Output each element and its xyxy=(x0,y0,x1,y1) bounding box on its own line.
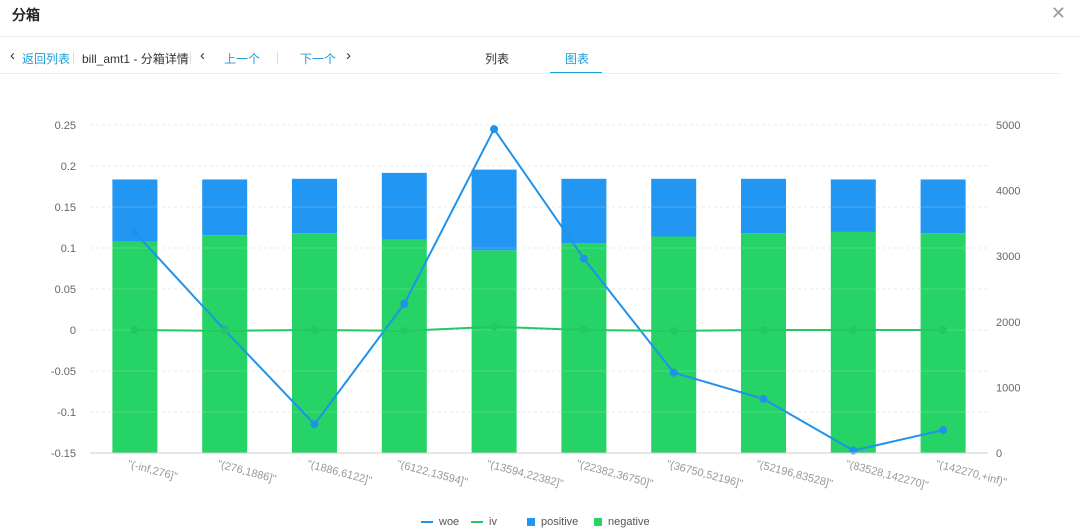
legend-item-iv[interactable]: iv xyxy=(471,516,497,528)
legend-item-positive[interactable]: positive xyxy=(527,516,578,528)
legend-item-negative[interactable]: negative xyxy=(594,516,650,528)
point-woe xyxy=(759,394,768,403)
bar-positive xyxy=(920,179,966,234)
legend-swatch xyxy=(527,518,535,526)
bar-positive xyxy=(651,178,697,237)
bar-negative xyxy=(471,250,517,453)
point-iv xyxy=(939,326,948,334)
x-tick-label: "(1886,6122]" xyxy=(306,458,373,487)
point-woe xyxy=(579,254,588,263)
prev-button[interactable]: 上一个 xyxy=(224,52,261,66)
point-iv xyxy=(310,326,319,334)
legend-swatch xyxy=(594,518,602,526)
point-iv xyxy=(759,326,768,334)
close-icon[interactable]: ✕ xyxy=(1050,3,1066,23)
y-right-tick-label: 0 xyxy=(996,448,1002,460)
bar-positive xyxy=(561,178,607,244)
bar-negative xyxy=(292,233,337,453)
point-woe xyxy=(490,125,499,134)
point-iv xyxy=(130,326,139,334)
tab-chart[interactable]: 图表 xyxy=(565,52,590,66)
next-button[interactable]: 下一个 xyxy=(300,52,337,66)
y-left-tick-label: -0.15 xyxy=(51,448,76,460)
bar-negative xyxy=(112,241,158,453)
y-right-tick-label: 4000 xyxy=(996,186,1020,198)
y-right-tick-label: 2000 xyxy=(996,317,1020,329)
y-left-tick-label: 0.2 xyxy=(61,161,76,173)
point-woe xyxy=(310,420,319,429)
bar-positive xyxy=(381,172,427,240)
legend-item-woe[interactable]: woe xyxy=(421,516,459,528)
bar-positive xyxy=(741,178,786,234)
legend-swatch xyxy=(471,521,483,523)
legend-label: positive xyxy=(541,516,579,528)
legend-swatch xyxy=(421,521,433,523)
bar-positive xyxy=(292,178,337,234)
bar-negative xyxy=(741,233,786,453)
bar-positive xyxy=(471,169,517,251)
dialog-title: 分箱 xyxy=(12,7,40,23)
next-chevron-icon[interactable]: › xyxy=(346,47,351,64)
point-iv xyxy=(490,322,499,331)
bar-negative xyxy=(202,235,248,453)
bar-negative xyxy=(651,236,697,453)
divider xyxy=(73,52,74,64)
y-left-tick-label: 0.25 xyxy=(55,120,76,132)
point-woe xyxy=(130,228,139,237)
toolbar-divider xyxy=(0,73,1060,74)
x-tick-label: "(276,1886]" xyxy=(216,458,278,485)
y-right-tick-label: 5000 xyxy=(996,120,1020,132)
bar-negative xyxy=(920,233,966,453)
x-tick-label: "(13594,22382]" xyxy=(485,458,564,490)
legend-label: woe xyxy=(439,516,460,528)
divider xyxy=(277,52,278,64)
x-tick-label: "(36750,52196]" xyxy=(665,458,744,490)
point-iv xyxy=(220,326,229,335)
point-woe xyxy=(939,426,948,435)
legend-label: negative xyxy=(608,516,650,528)
divider xyxy=(190,52,191,64)
bar-positive xyxy=(202,179,248,236)
point-iv xyxy=(579,326,588,334)
point-woe xyxy=(400,299,409,308)
x-tick-label: "(52196,83528]" xyxy=(755,458,834,490)
x-tick-label: "(142270,+inf)" xyxy=(934,458,1008,488)
y-left-tick-label: -0.1 xyxy=(57,407,76,419)
line-iv xyxy=(134,325,944,332)
point-woe xyxy=(669,368,678,377)
prev-chevron-icon[interactable]: ‹ xyxy=(200,47,205,64)
toolbar: ‹ 返回列表 bill_amt1 - 分箱详情 ‹ 上一个 下一个 › 列表 图… xyxy=(0,44,1080,74)
chart-legend: woe iv positive negative xyxy=(0,516,1080,530)
y-left-tick-label: 0.15 xyxy=(55,202,76,214)
line-woe xyxy=(134,127,944,452)
bar-negative xyxy=(561,243,607,453)
y-left-tick-label: 0 xyxy=(70,325,76,337)
y-right-tick-label: 3000 xyxy=(996,251,1020,263)
dialog-header: 分箱 ✕ xyxy=(0,0,1080,37)
bar-negative xyxy=(830,231,876,453)
chart-area: 0.25 0.2 0.15 0.1 0.05 0 -0.05 -0.1 -0.15 5000 400… xyxy=(51,120,1021,492)
y-left-tick-label: 0.1 xyxy=(61,243,76,255)
bar-positive xyxy=(830,179,876,232)
back-chevron-icon[interactable]: ‹ xyxy=(10,47,15,64)
point-iv xyxy=(669,326,678,335)
tab-list[interactable]: 列表 xyxy=(485,52,510,66)
point-iv xyxy=(849,326,858,334)
x-tick-label: "(83528,142270]" xyxy=(845,458,930,492)
x-tick-label: "(22382,36750]" xyxy=(575,458,654,490)
y-left-tick-label: -0.05 xyxy=(51,366,76,378)
x-tick-label: "(6122,13594]" xyxy=(396,458,469,488)
legend-label: iv xyxy=(489,516,497,528)
y-right-tick-label: 1000 xyxy=(996,382,1020,394)
back-to-list-link[interactable]: 返回列表 xyxy=(22,52,71,66)
x-tick-label: "(-inf,276]" xyxy=(126,458,179,483)
detail-label: bill_amt1 - 分箱详情 xyxy=(82,52,189,66)
y-left-tick-label: 0.05 xyxy=(55,284,76,296)
point-iv xyxy=(400,326,409,335)
